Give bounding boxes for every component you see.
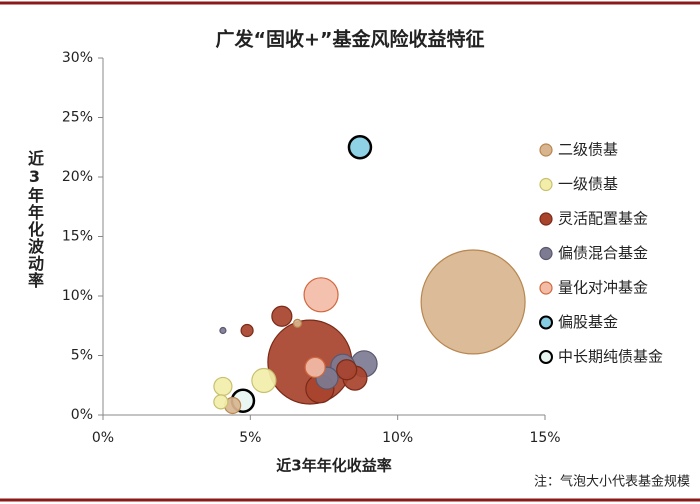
legend-marker — [539, 177, 553, 192]
legend-marker — [539, 143, 553, 157]
bubble — [213, 394, 229, 410]
legend-marker — [539, 281, 553, 295]
bubble — [219, 326, 227, 335]
y-tick-label: 15% — [62, 229, 93, 245]
legend-marker — [539, 212, 553, 226]
legend-label: 灵活配置基金 — [558, 210, 648, 228]
x-tick-label: 15% — [529, 430, 560, 446]
legend-label: 偏债混合基金 — [558, 244, 648, 262]
bubble — [251, 367, 277, 394]
bubble — [213, 376, 233, 397]
legend-label: 量化对冲基金 — [558, 279, 648, 297]
x-tick-label: 0% — [92, 430, 114, 446]
bubble — [347, 135, 373, 160]
note: 注：气泡大小代表基金规模 — [534, 474, 690, 490]
legend-label: 二级债基 — [558, 141, 618, 159]
legend-label: 中长期纯债基金 — [558, 348, 663, 366]
y-tick-label: 10% — [62, 288, 93, 304]
y-tick-label: 30% — [62, 50, 93, 66]
legend-marker — [539, 246, 553, 261]
bubble — [271, 305, 293, 327]
x-tick-label: 5% — [239, 430, 261, 446]
y-tick-label: 20% — [62, 169, 93, 185]
bubble — [304, 356, 326, 378]
bubble — [240, 323, 254, 338]
x-tick-label: 10% — [382, 430, 413, 446]
legend-marker — [539, 315, 553, 330]
y-tick-label: 5% — [71, 348, 93, 364]
bubble — [292, 318, 303, 328]
x-axis-label: 近3年年化收益率 — [276, 457, 391, 475]
legend-label: 一级债基 — [558, 175, 618, 193]
y-tick-label: 0% — [71, 407, 93, 423]
chart-title: 广发“固收+”基金风险收益特征 — [216, 28, 485, 51]
y-tick-label: 25% — [62, 110, 93, 126]
bubble — [336, 359, 358, 381]
legend-label: 偏股基金 — [558, 313, 618, 331]
y-axis-label: 近3年年化波动率 — [25, 150, 44, 289]
bubble — [420, 249, 526, 355]
bubble — [303, 277, 339, 313]
legend-marker — [539, 350, 553, 364]
